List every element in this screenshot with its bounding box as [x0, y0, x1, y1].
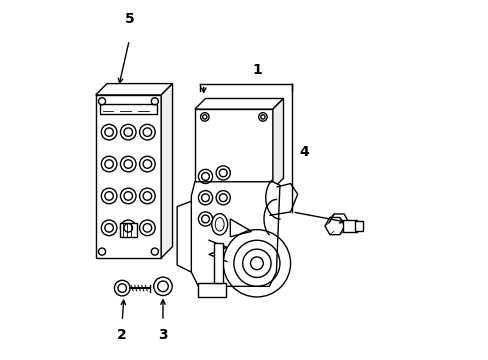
Circle shape [143, 192, 151, 200]
Circle shape [104, 160, 113, 168]
Ellipse shape [215, 217, 224, 231]
Circle shape [143, 224, 151, 232]
Bar [120, 222, 137, 238]
Circle shape [143, 160, 151, 168]
Circle shape [118, 284, 126, 292]
Circle shape [157, 281, 168, 292]
Circle shape [260, 115, 264, 119]
Circle shape [219, 194, 226, 202]
Circle shape [104, 128, 113, 136]
Bar [343, 220, 356, 233]
Ellipse shape [211, 214, 227, 235]
Bar [354, 221, 362, 231]
Bar [214, 243, 223, 283]
Circle shape [104, 224, 113, 232]
Polygon shape [272, 99, 283, 189]
Polygon shape [191, 182, 279, 286]
Circle shape [201, 172, 209, 180]
Circle shape [124, 128, 132, 136]
Text: 2: 2 [117, 328, 127, 342]
Bar [198, 283, 225, 297]
Circle shape [143, 128, 151, 136]
Circle shape [124, 192, 132, 200]
Text: 5: 5 [124, 12, 134, 26]
Text: 4: 4 [299, 145, 308, 159]
Circle shape [124, 224, 132, 232]
Circle shape [250, 257, 263, 270]
Circle shape [104, 192, 113, 200]
Circle shape [201, 215, 209, 223]
Polygon shape [161, 84, 172, 258]
Polygon shape [195, 99, 283, 109]
Bar [195, 109, 272, 189]
Polygon shape [96, 84, 172, 95]
Circle shape [202, 115, 206, 119]
Circle shape [201, 194, 209, 202]
Text: 1: 1 [251, 63, 261, 77]
Text: 3: 3 [158, 328, 167, 342]
Circle shape [219, 169, 226, 177]
Bar [96, 95, 161, 258]
Bar [100, 104, 157, 114]
Circle shape [124, 160, 132, 168]
